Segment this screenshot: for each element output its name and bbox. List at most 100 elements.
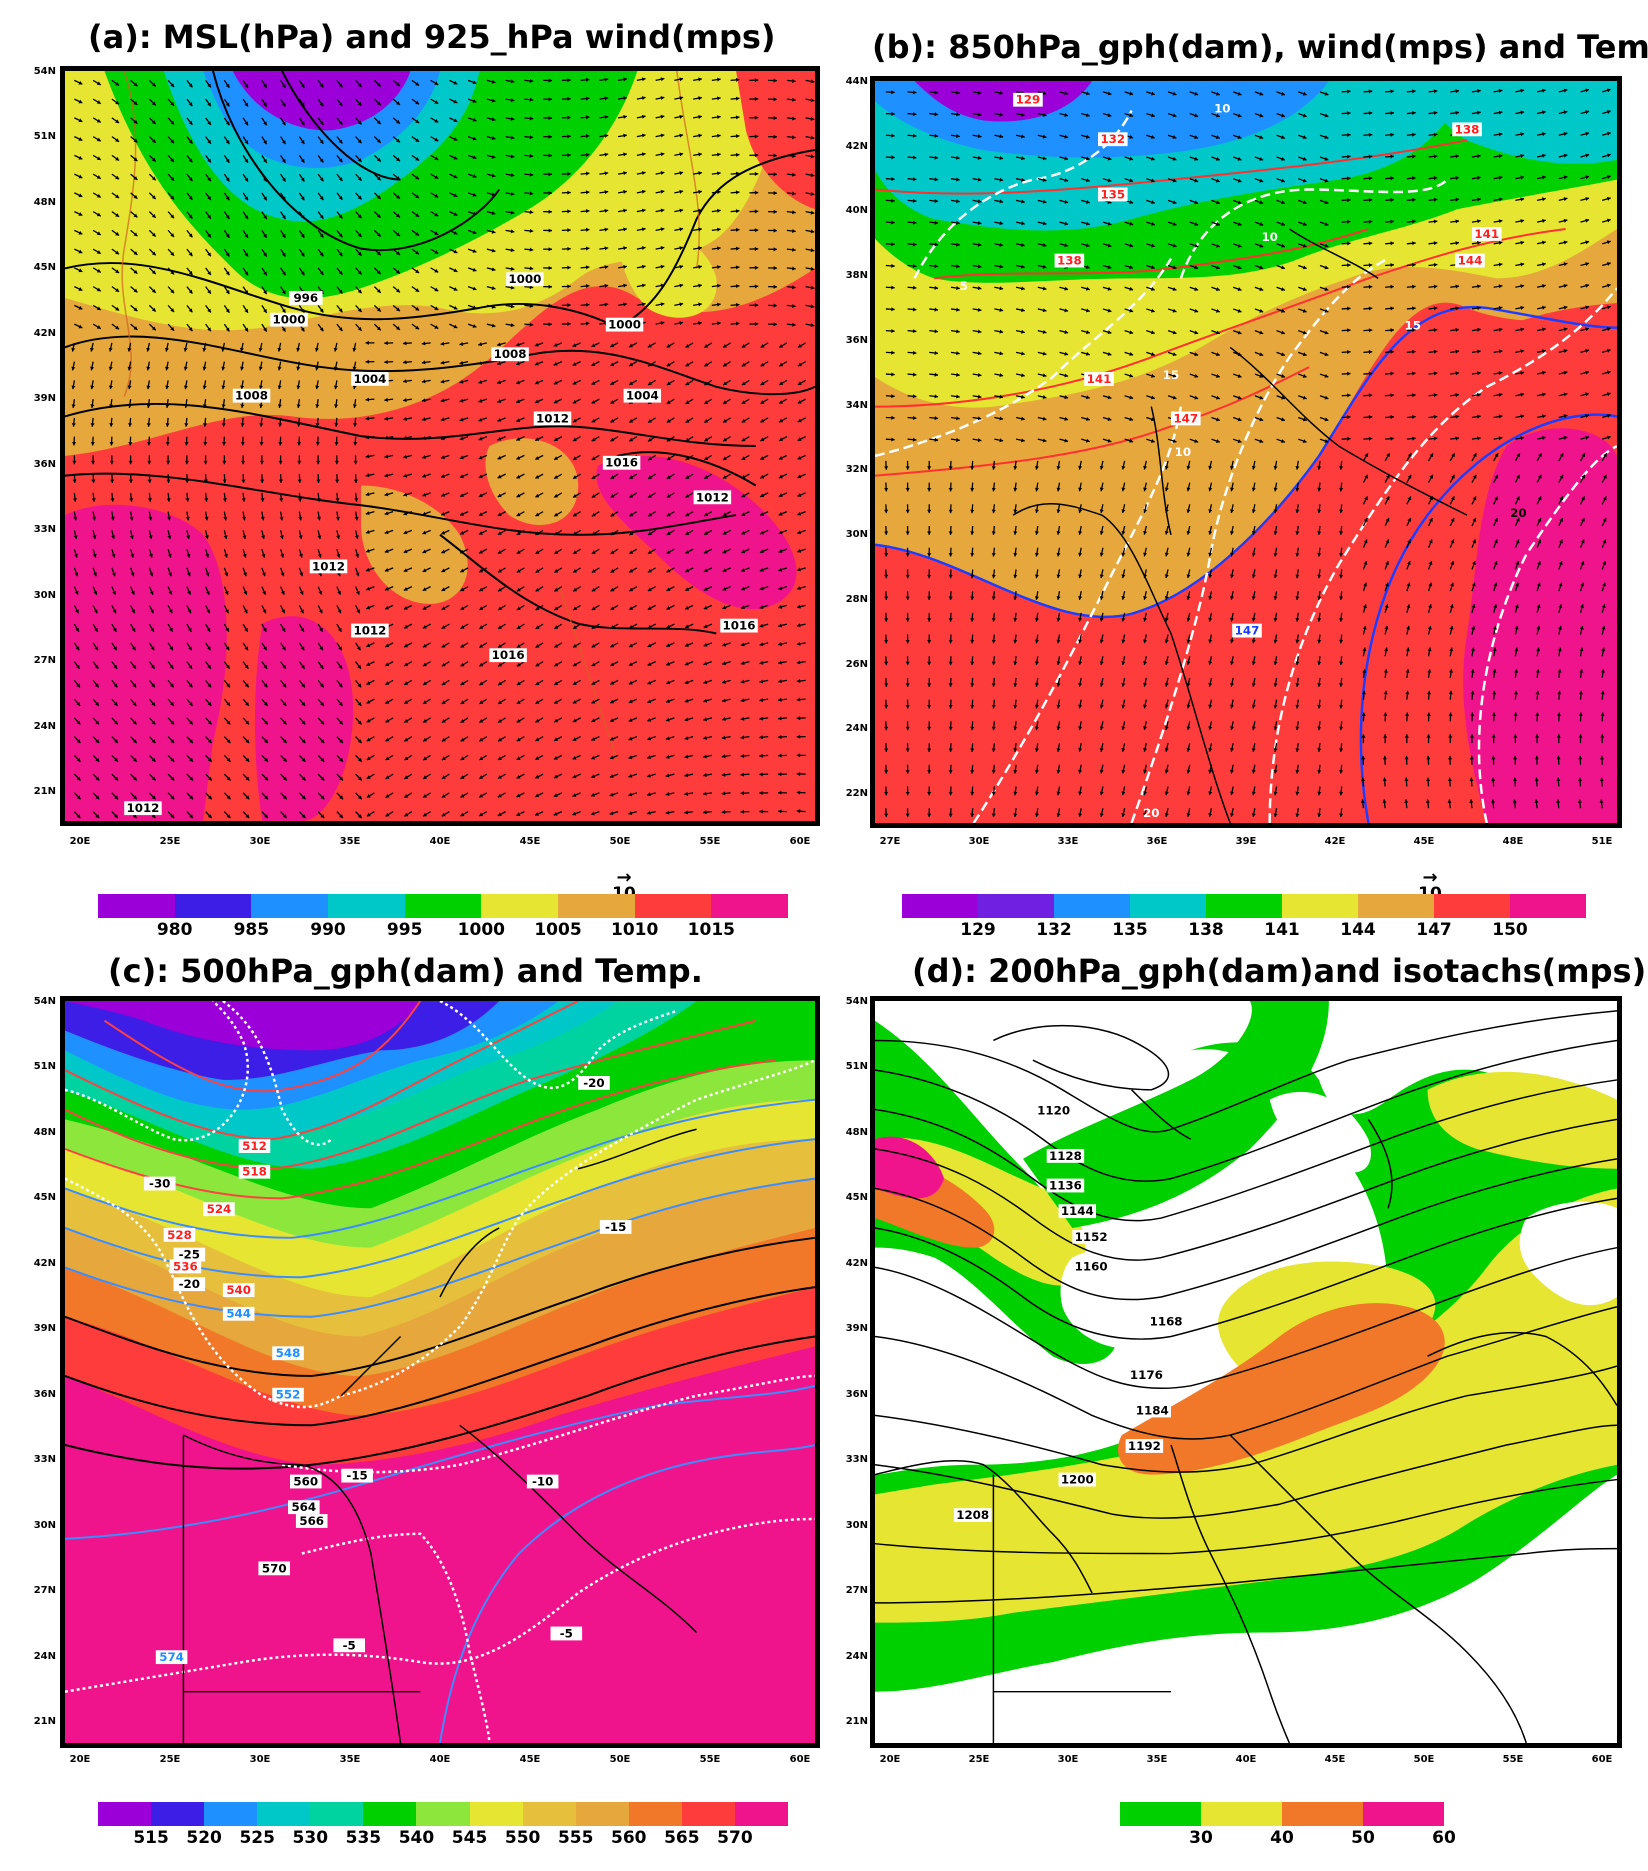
- wind-vector-head: [535, 399, 539, 404]
- wind-vector-head: [108, 347, 113, 352]
- wind-vector-head: [1412, 110, 1416, 116]
- wind-vector-head: [717, 283, 721, 288]
- wind-vector-head: [991, 552, 996, 557]
- wind-vector-head: [262, 590, 266, 595]
- wind-vector-head: [132, 776, 137, 781]
- wind-vector-head: [93, 609, 98, 614]
- wind-vector-head: [491, 79, 496, 84]
- wind-vector-head: [741, 344, 746, 348]
- wind-vector-head: [610, 381, 615, 385]
- wind-vector-head: [1368, 176, 1373, 181]
- lat-tick-label: 24N: [845, 723, 868, 735]
- wind-vector-head: [609, 736, 614, 741]
- wind-vector-head: [366, 718, 371, 723]
- wind-vector-head: [648, 419, 653, 423]
- wind-vector-head: [339, 776, 344, 781]
- wind-vector-head: [441, 662, 446, 667]
- wind-vector-head: [151, 232, 156, 237]
- panel-a-colorbar-labels: 980 985 990 995 1000 1005 1010 1015: [98, 920, 788, 942]
- wind-vector-head: [187, 590, 191, 595]
- wind-vector-head: [722, 531, 727, 535]
- wind-vector-head: [1208, 509, 1213, 513]
- wind-vector-head: [773, 97, 778, 102]
- wind-vector-head: [1364, 496, 1368, 501]
- wind-vector-head: [510, 98, 515, 103]
- wind-vector-head: [629, 475, 634, 479]
- wind-vector-head: [1295, 487, 1300, 492]
- wind-vector-head: [188, 233, 193, 238]
- wind-vector-head: [78, 80, 83, 85]
- wind-vector-head: [472, 305, 477, 310]
- wind-vector-head: [665, 754, 670, 759]
- wind-vector-head: [1429, 474, 1433, 479]
- wind-vector-head: [510, 154, 515, 159]
- wind-vector-head: [90, 423, 95, 427]
- wind-vector-head: [548, 322, 553, 327]
- wind-vector-head: [148, 516, 153, 521]
- wind-vector-head: [263, 702, 268, 706]
- wind-vector-head: [759, 716, 763, 721]
- lat-tick-label: 32N: [845, 464, 868, 476]
- wind-vector-head: [628, 773, 633, 778]
- wind-vector-head: [1281, 374, 1285, 378]
- wind-vector-head: [1302, 417, 1307, 422]
- wind-vector-head: [759, 753, 763, 758]
- wind-vector-head: [225, 158, 230, 163]
- wind-vector-head: [261, 535, 266, 540]
- wind-vector-head: [92, 516, 97, 521]
- wind-vector-head: [1412, 436, 1416, 441]
- wind-vector-head: [497, 380, 502, 385]
- wind-vector-head: [366, 756, 371, 760]
- wind-vector-head: [262, 627, 267, 632]
- wind-vector-head: [1412, 328, 1416, 333]
- wind-vector-head: [1433, 371, 1438, 376]
- wind-vector-head: [585, 284, 590, 289]
- wind-vector-head: [422, 549, 427, 554]
- wind-vector-head: [151, 776, 156, 781]
- wind-vector-head: [1107, 308, 1112, 313]
- wind-vector-head: [263, 327, 267, 332]
- wind-vector-head: [78, 324, 83, 329]
- wind-vector-head: [355, 572, 360, 577]
- wind-vector-head: [277, 347, 282, 352]
- wind-vector-head: [263, 290, 267, 295]
- wind-vector-head: [110, 498, 115, 502]
- wind-vector-head: [999, 307, 1004, 312]
- wind-vector-head: [516, 625, 521, 629]
- wind-vector-head: [629, 587, 634, 592]
- wind-vector-head: [934, 264, 939, 269]
- wind-vector-head: [956, 285, 960, 291]
- wind-vector-head: [357, 214, 362, 219]
- wind-vector-head: [404, 643, 408, 648]
- wind-vector-head: [1494, 496, 1498, 501]
- wind-vector-head: [110, 516, 115, 521]
- lat-tick-label: 34N: [845, 399, 868, 411]
- wind-vector-head: [796, 697, 801, 702]
- wind-vector-head: [754, 284, 759, 289]
- wind-vector-head: [773, 303, 778, 308]
- wind-vector-head: [1129, 395, 1134, 400]
- wind-vector-head: [797, 511, 802, 516]
- wind-vector-head: [1542, 370, 1546, 375]
- wind-vector-head: [1237, 330, 1242, 335]
- wind-vector-head: [320, 720, 325, 725]
- wind-vector-head: [224, 572, 229, 577]
- wind-vector-head: [1099, 574, 1104, 579]
- wind-vector-head: [567, 228, 571, 233]
- wind-vector-head: [243, 572, 247, 577]
- wind-vector-head: [1368, 219, 1373, 224]
- wind-vector-head: [440, 379, 445, 384]
- wind-vector-head: [698, 321, 702, 326]
- wind-vector-head: [704, 437, 709, 442]
- wind-vector-head: [115, 81, 120, 86]
- wind-vector-head: [1194, 395, 1199, 400]
- wind-vector-head: [1121, 552, 1126, 557]
- wind-vector-head: [319, 252, 324, 257]
- wind-vector-head: [1186, 530, 1191, 535]
- wind-vector-head: [130, 590, 135, 595]
- lon-tick-label: 40E: [429, 836, 451, 847]
- wind-vector-head: [1368, 436, 1373, 441]
- wind-vector-head: [1013, 574, 1018, 579]
- wind-vector-head: [1449, 604, 1454, 609]
- wind-vector-head: [778, 604, 783, 609]
